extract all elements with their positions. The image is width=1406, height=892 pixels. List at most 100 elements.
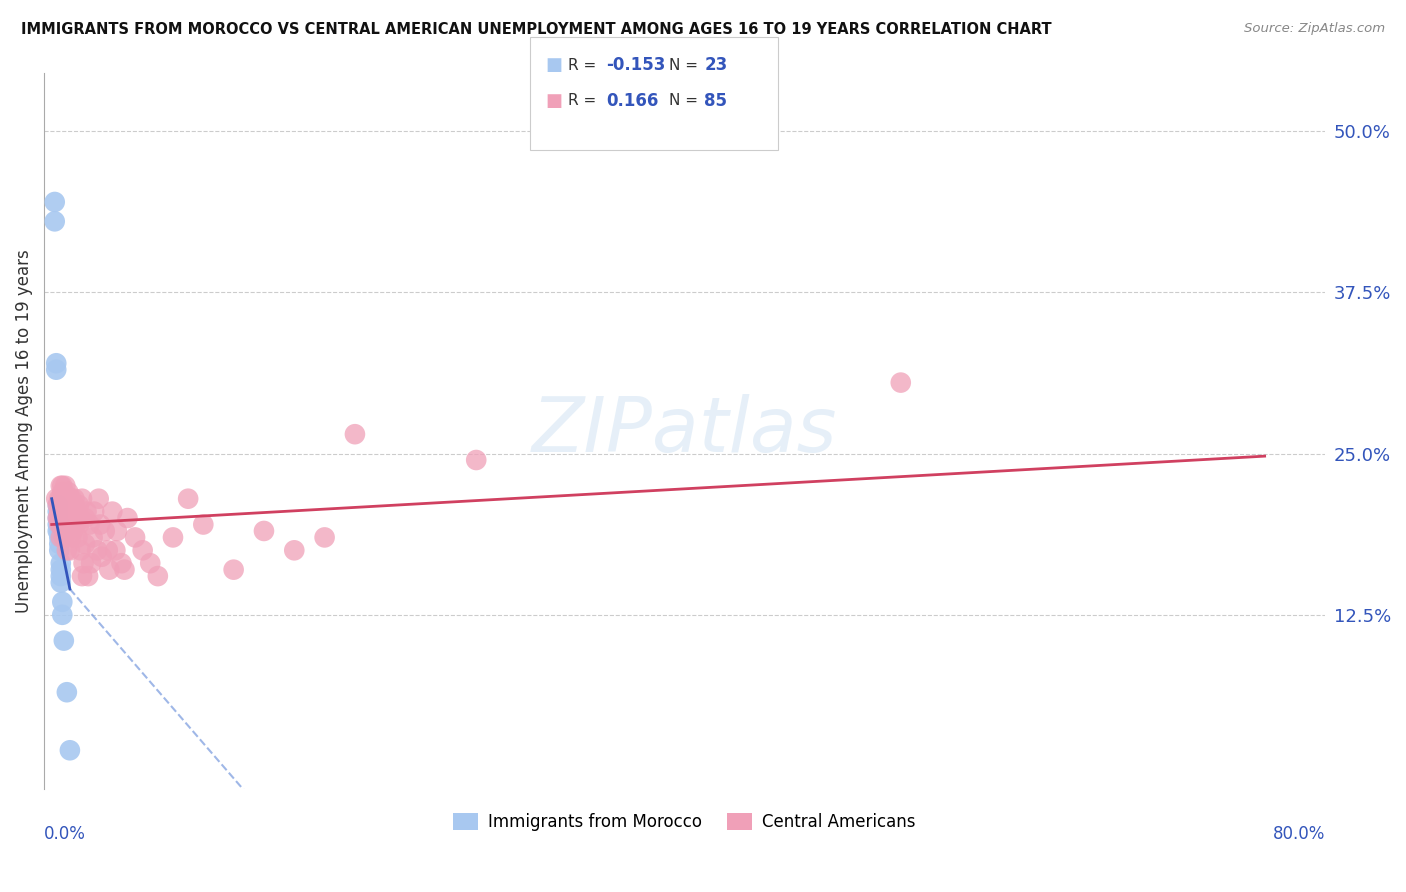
Point [124,530,146,544]
Point [60,530,83,544]
Point [46,498,69,512]
Point [52,485,75,500]
Point [80,556,103,570]
Point [76,505,98,519]
Text: Source: ZipAtlas.com: Source: ZipAtlas.com [1244,22,1385,36]
Point [105,524,128,538]
Point [63,517,86,532]
Point [60,505,83,519]
Point [58,505,80,519]
Point [56,517,79,532]
Text: 0.166: 0.166 [606,92,658,110]
Point [59,543,82,558]
Point [51,595,73,609]
Text: 80.0%: 80.0% [1272,825,1326,843]
Point [52,491,75,506]
Point [49,479,72,493]
Point [49,556,72,570]
Point [465,453,488,467]
Point [44,194,66,209]
Point [52,530,75,544]
Point [51,607,73,622]
Point [253,524,276,538]
Point [58,485,80,500]
Point [66,511,89,525]
Point [104,543,127,558]
Point [114,563,136,577]
Point [44,214,66,228]
Point [343,427,366,442]
Point [283,543,305,558]
Point [46,498,69,512]
Point [65,517,87,532]
Point [56,498,79,512]
Point [69,511,91,525]
Point [62,511,84,525]
Point [51,491,73,506]
Point [110,556,132,570]
Text: ■: ■ [546,92,562,110]
Point [49,569,72,583]
Point [222,563,245,577]
Point [48,524,70,538]
Point [131,543,153,558]
Point [53,505,76,519]
Point [890,376,912,390]
Point [314,530,336,544]
Y-axis label: Unemployment Among Ages 16 to 19 years: Unemployment Among Ages 16 to 19 years [15,249,32,613]
Point [63,498,86,512]
Point [49,517,72,532]
Point [49,491,72,506]
Point [45,362,67,376]
Text: R =: R = [568,58,602,72]
Point [59,743,82,757]
Point [97,543,120,558]
Point [117,511,139,525]
Text: IMMIGRANTS FROM MOROCCO VS CENTRAL AMERICAN UNEMPLOYMENT AMONG AGES 16 TO 19 YEA: IMMIGRANTS FROM MOROCCO VS CENTRAL AMERI… [21,22,1052,37]
Point [94,524,117,538]
Point [51,505,73,519]
Point [46,505,69,519]
Legend: Immigrants from Morocco, Central Americans: Immigrants from Morocco, Central America… [447,806,922,838]
Text: N =: N = [669,94,703,108]
Point [66,530,89,544]
Point [67,498,90,512]
Point [48,517,70,532]
Point [63,491,86,506]
Text: ■: ■ [546,56,562,74]
Point [73,511,96,525]
Point [86,543,108,558]
Point [48,530,70,544]
Point [46,517,69,532]
Point [69,543,91,558]
Point [65,505,87,519]
Point [177,491,200,506]
Point [46,524,69,538]
Text: R =: R = [568,94,602,108]
Point [48,511,70,525]
Point [48,537,70,551]
Point [67,517,90,532]
Point [70,491,93,506]
Point [46,511,69,525]
Point [98,563,121,577]
Text: 0.0%: 0.0% [44,825,86,843]
Point [58,524,80,538]
Text: 23: 23 [704,56,728,74]
Point [193,517,215,532]
Point [70,569,93,583]
Point [53,479,76,493]
Point [146,569,169,583]
Text: N =: N = [669,58,703,72]
Point [56,543,79,558]
Point [73,537,96,551]
Point [53,524,76,538]
Point [139,556,162,570]
Point [162,530,184,544]
Point [49,563,72,577]
Point [46,511,69,525]
Point [51,485,73,500]
Point [49,530,72,544]
Point [45,356,67,370]
Point [52,633,75,648]
